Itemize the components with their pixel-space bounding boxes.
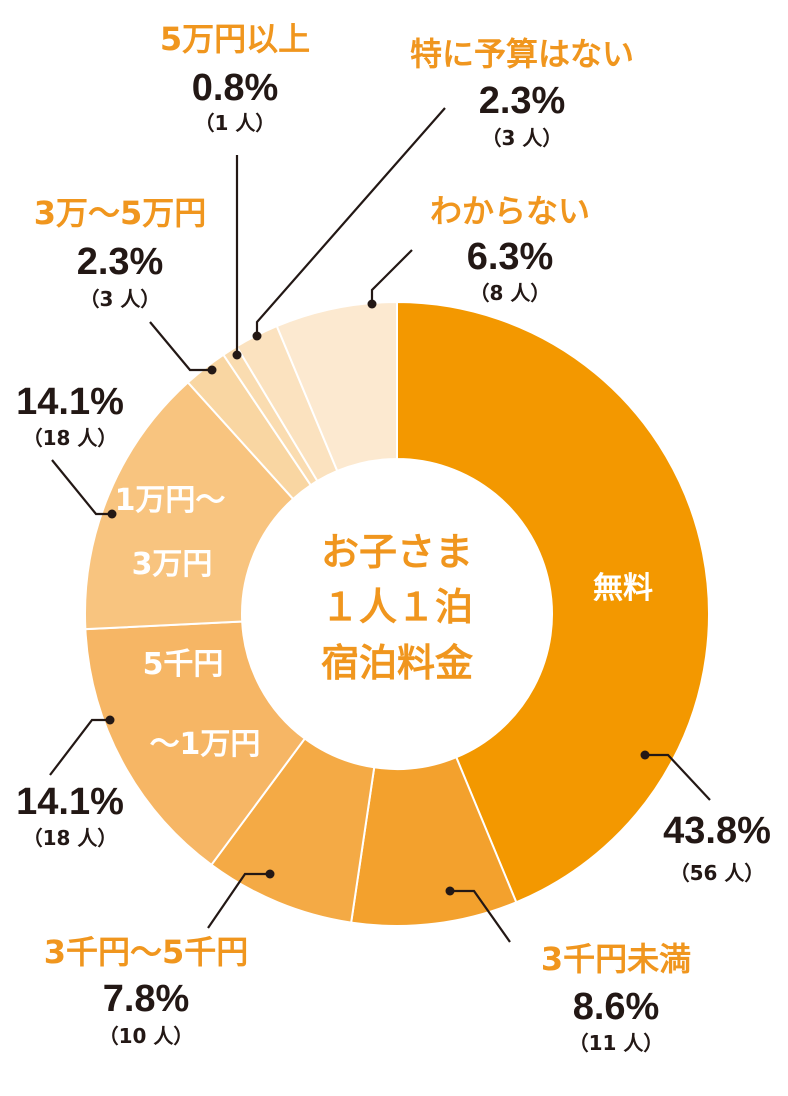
slice-4-wedge xyxy=(84,620,307,867)
slice-5-leader-dot xyxy=(107,509,117,519)
slice-8-count-label: （3 人） xyxy=(482,126,563,150)
slice-4-inner-label-2: ～1万円 xyxy=(150,727,261,762)
slice-4-inner-label-1: 5千円 xyxy=(143,647,224,682)
slice-9-name-label: わからない xyxy=(430,192,590,230)
slice-5-count-label: （18 人） xyxy=(23,426,118,450)
chart-slices xyxy=(84,300,710,927)
slice-3-count-label: （10 人） xyxy=(99,1024,194,1048)
slice-7-name-label: 5万円以上 xyxy=(160,20,310,58)
slice-9-count-label: （8 人） xyxy=(470,281,551,305)
slice-6-percent-label: 2.3% xyxy=(77,241,164,283)
slice-7-leader-dot xyxy=(232,350,242,360)
slice-9-leader-dot xyxy=(367,299,377,309)
slice-7-percent-label: 0.8% xyxy=(192,67,279,109)
slice-8-leader-dot xyxy=(252,331,262,341)
slice-2-count-label: （11 人） xyxy=(569,1031,664,1055)
slice-1-leader-line xyxy=(645,753,711,801)
slice-4-leader-dot xyxy=(105,715,115,725)
slice-5-wedge xyxy=(84,381,295,631)
slice-9-percent-label: 6.3% xyxy=(467,236,554,278)
slice-1-count-label: （56 人） xyxy=(670,861,765,885)
slice-5-inner-label-2: 3万円 xyxy=(132,547,213,582)
slice-1-percent-label: 43.8% xyxy=(663,810,771,852)
slice-6-count-label: （3 人） xyxy=(80,287,161,311)
slice-5-inner-label-1: 1万円～ xyxy=(115,483,226,518)
slice-8-leader-line xyxy=(255,107,446,336)
slice-1-inner-label-1: 無料 xyxy=(593,571,653,606)
slice-1-leader-dot xyxy=(640,750,650,760)
slice-4-percent-label: 14.1% xyxy=(16,781,124,823)
center-title-line-2: １人１泊 xyxy=(321,585,473,629)
slice-4-count-label: （18 人） xyxy=(23,826,118,850)
slice-2-leader-dot xyxy=(445,886,455,896)
center-title-line-1: お子さま xyxy=(321,530,473,574)
slice-3-leader-line xyxy=(207,872,270,929)
slice-1-wedge xyxy=(396,300,710,904)
slice-2-percent-label: 8.6% xyxy=(573,986,660,1028)
chart-labels: 43.8% （56 人） 3千円未満 8.6% （11 人） 3千円～5千円 7.8% （10… xyxy=(16,20,771,1055)
slice-5-leader-line xyxy=(51,459,112,516)
slice-8-percent-label: 2.3% xyxy=(479,80,566,122)
slice-2-name-label: 3千円未満 xyxy=(541,940,691,978)
slice-6-name-label: 3万～5万円 xyxy=(34,194,207,232)
slice-2-leader-line xyxy=(450,889,511,943)
slice-7-count-label: （1 人） xyxy=(195,111,276,135)
slice-3-name-label: 3千円～5千円 xyxy=(44,933,249,971)
center-title-line-3: 宿泊料金 xyxy=(321,641,474,685)
slice-5-percent-label: 14.1% xyxy=(16,381,124,423)
slice-8-name-label: 特に予算はない xyxy=(410,35,634,73)
slice-6-leader-line xyxy=(149,321,212,372)
slice-4-leader-line xyxy=(49,718,110,776)
slice-3-leader-dot xyxy=(265,869,275,879)
slice-9-wedge xyxy=(275,300,398,473)
slice-6-leader-dot xyxy=(207,365,217,375)
slice-9-leader-line xyxy=(370,249,413,304)
slice-3-percent-label: 7.8% xyxy=(103,978,190,1020)
chart-leader-lines xyxy=(49,107,711,943)
